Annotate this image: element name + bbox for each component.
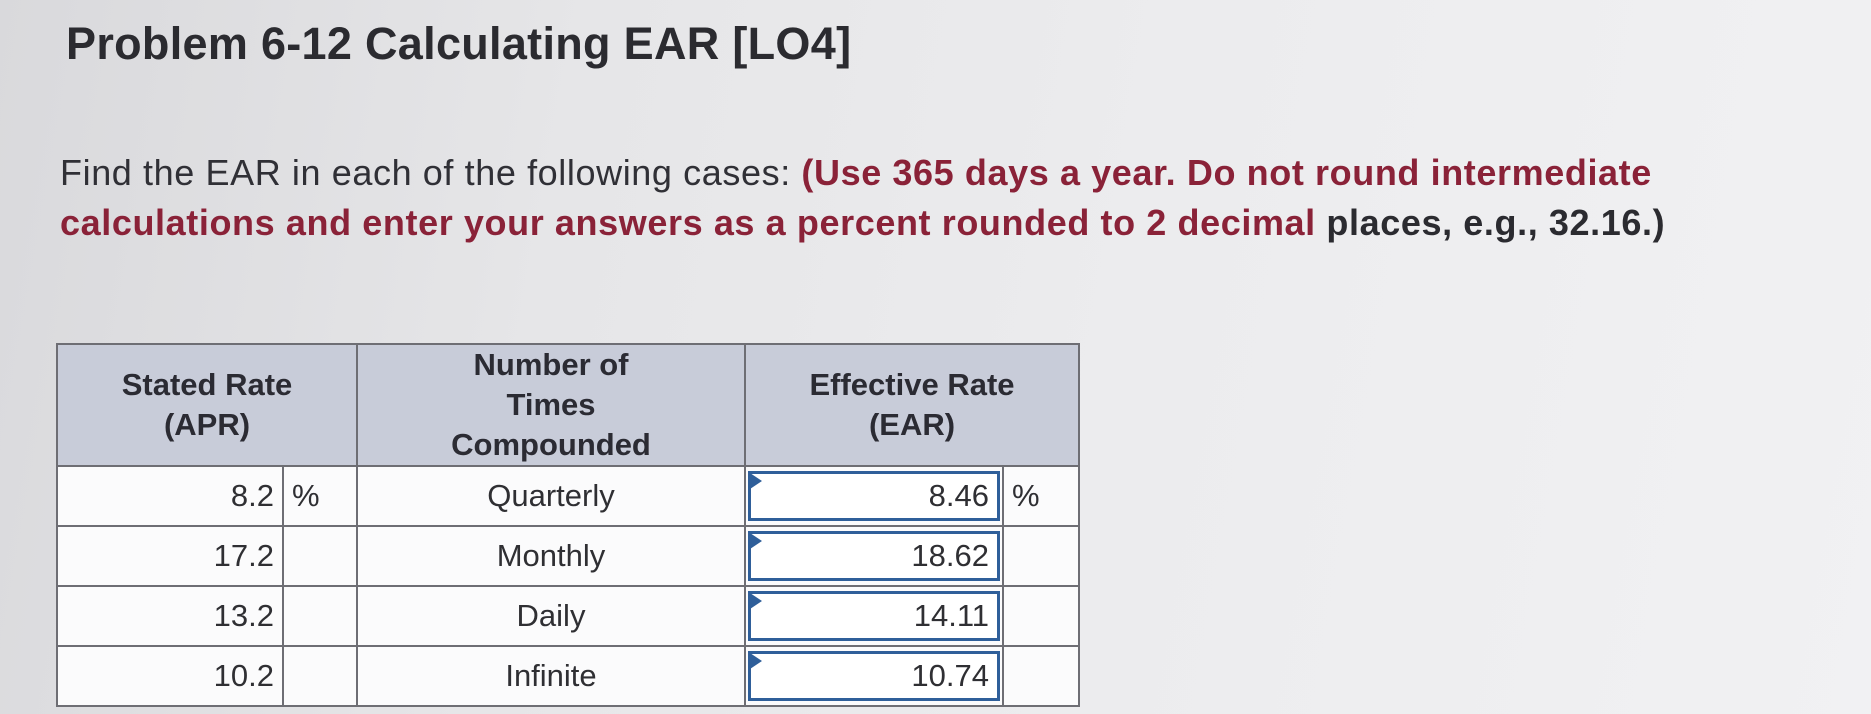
- apr-unit: [282, 585, 358, 647]
- ear-unit: [1002, 525, 1080, 587]
- header-row: Stated Rate (APR) Number of Times Compou…: [56, 343, 1080, 467]
- apr-value: 13.2: [56, 585, 284, 647]
- question-lead: Find the EAR in each of the following ca…: [60, 152, 802, 193]
- compounding-label: Monthly: [356, 525, 746, 587]
- apr-unit: [282, 525, 358, 587]
- ear-unit: [1002, 645, 1080, 707]
- problem-title: Problem 6-12 Calculating EAR [LO4]: [66, 18, 852, 69]
- apr-value: 17.2: [56, 525, 284, 587]
- ear-input[interactable]: 14.11: [748, 591, 1000, 641]
- ear-input[interactable]: 8.46: [748, 471, 1000, 521]
- apr-unit: [282, 645, 358, 707]
- compounding-label: Quarterly: [356, 465, 746, 527]
- ear-cell: 18.62: [744, 525, 1004, 587]
- ear-cell: 8.46: [744, 465, 1004, 527]
- table-row: 17.2 Monthly 18.62: [56, 525, 1080, 587]
- header-compounded: Number of Times Compounded: [356, 343, 746, 467]
- question-tail: places, e.g., 32.16.): [1326, 202, 1666, 243]
- ear-input[interactable]: 10.74: [748, 651, 1000, 701]
- header-ear: Effective Rate (EAR): [744, 343, 1080, 467]
- table-row: 13.2 Daily 14.11: [56, 585, 1080, 647]
- question-instruction: (Use 365 days a year. Do not round inter…: [60, 152, 1652, 243]
- compounding-label: Daily: [356, 585, 746, 647]
- table-row: 10.2 Infinite 10.74: [56, 645, 1080, 707]
- table-row: 8.2 % Quarterly 8.46 %: [56, 465, 1080, 527]
- ear-cell: 10.74: [744, 645, 1004, 707]
- ear-table: Stated Rate (APR) Number of Times Compou…: [56, 343, 1080, 707]
- ear-cell: 14.11: [744, 585, 1004, 647]
- apr-value: 10.2: [56, 645, 284, 707]
- apr-unit: %: [282, 465, 358, 527]
- header-stated-rate: Stated Rate (APR): [56, 343, 358, 467]
- question-text: Find the EAR in each of the following ca…: [60, 148, 1680, 248]
- ear-unit: %: [1002, 465, 1080, 527]
- ear-input[interactable]: 18.62: [748, 531, 1000, 581]
- apr-value: 8.2: [56, 465, 284, 527]
- compounding-label: Infinite: [356, 645, 746, 707]
- ear-unit: [1002, 585, 1080, 647]
